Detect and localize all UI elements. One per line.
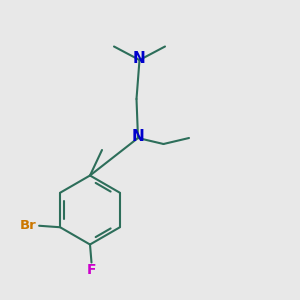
Text: N: N xyxy=(133,51,146,66)
Text: N: N xyxy=(132,129,144,144)
Text: Br: Br xyxy=(20,219,37,232)
Text: F: F xyxy=(87,263,96,277)
